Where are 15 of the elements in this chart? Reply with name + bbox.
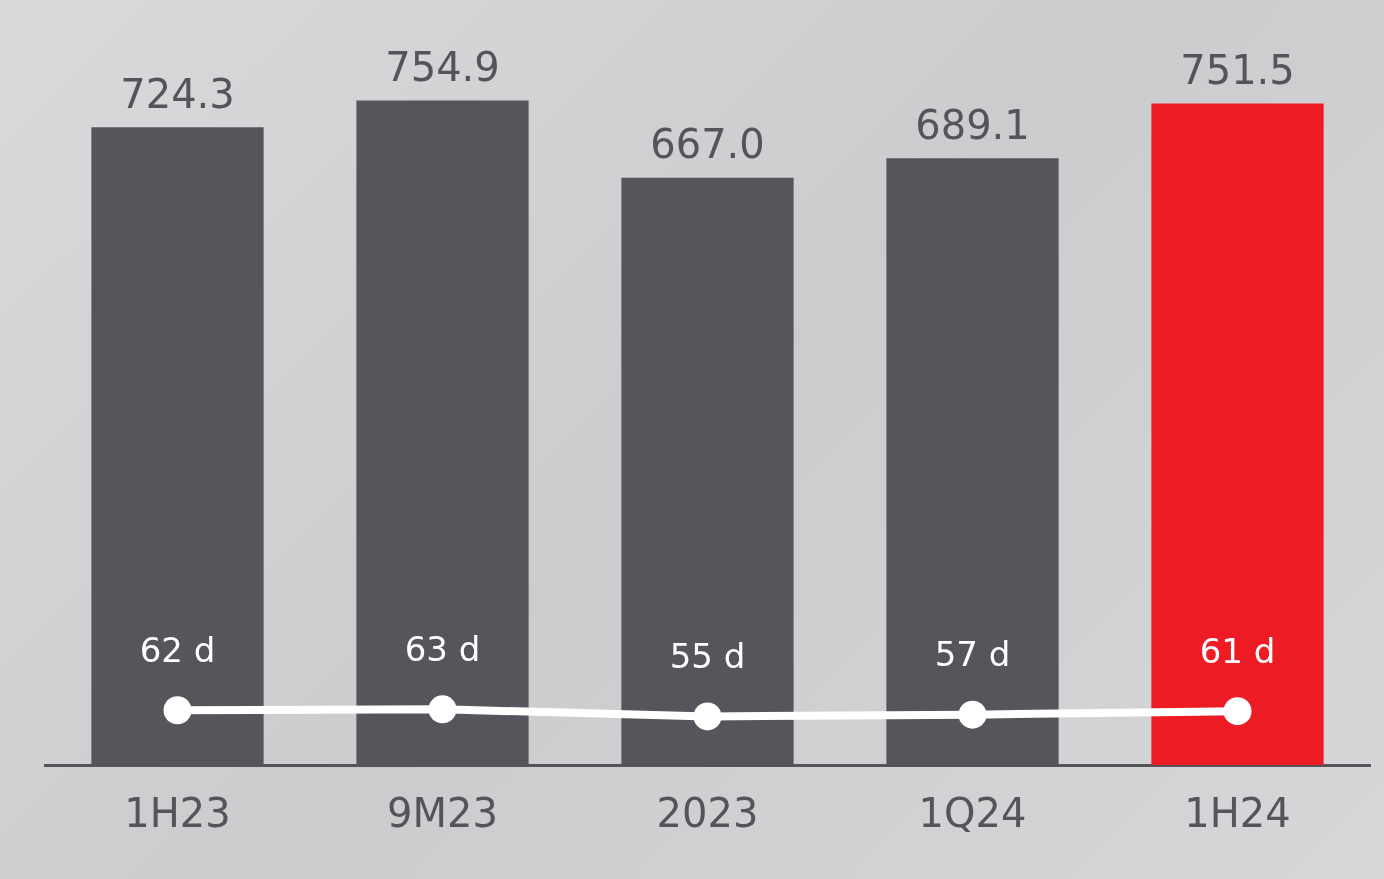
data-label: 667.0 (650, 121, 765, 168)
data-label: 57 d (934, 634, 1011, 675)
data-label: 63 d (404, 629, 481, 670)
x-tick-label: 9M23 (387, 790, 498, 837)
x-tick-label: 1H24 (1184, 790, 1291, 837)
data-label: 689.1 (915, 101, 1030, 148)
data-label: 754.9 (385, 43, 500, 90)
x-tick-label: 1Q24 (918, 790, 1027, 837)
x-tick-label: 2023 (656, 790, 759, 837)
data-label: 55 d (669, 636, 746, 677)
data-label: 61 d (1199, 630, 1276, 671)
data-label: 62 d (139, 630, 216, 671)
data-label: 751.5 (1180, 46, 1295, 93)
x-tick-label: 1H23 (124, 790, 231, 837)
data-label: 724.3 (120, 70, 235, 117)
